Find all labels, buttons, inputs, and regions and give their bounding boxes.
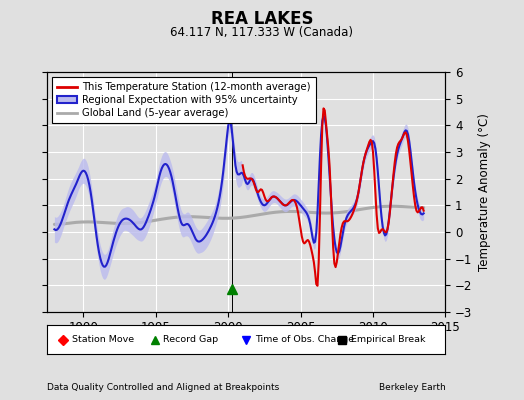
Text: 64.117 N, 117.333 W (Canada): 64.117 N, 117.333 W (Canada) [170,26,354,39]
Y-axis label: Temperature Anomaly (°C): Temperature Anomaly (°C) [478,113,491,271]
Text: Berkeley Earth: Berkeley Earth [379,383,445,392]
Legend: This Temperature Station (12-month average), Regional Expectation with 95% uncer: This Temperature Station (12-month avera… [52,77,315,123]
Text: Time of Obs. Change: Time of Obs. Change [255,335,354,344]
Text: Empirical Break: Empirical Break [351,335,425,344]
Text: Station Move: Station Move [72,335,134,344]
Text: REA LAKES: REA LAKES [211,10,313,28]
Text: Record Gap: Record Gap [163,335,219,344]
Text: Data Quality Controlled and Aligned at Breakpoints: Data Quality Controlled and Aligned at B… [47,383,279,392]
